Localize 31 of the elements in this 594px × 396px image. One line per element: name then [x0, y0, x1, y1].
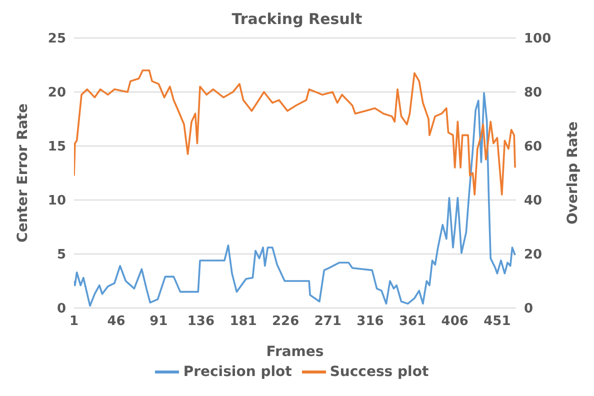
- x-tick-label: 226: [272, 314, 300, 330]
- x-tick-label: 91: [150, 314, 168, 330]
- y2-tick-label: 80: [524, 86, 542, 101]
- chart-title: Tracking Result: [230, 9, 364, 30]
- y-tick-label: 10: [48, 194, 66, 209]
- y2-tick-label: 60: [524, 140, 542, 155]
- x-tick-label: 136: [187, 314, 215, 330]
- line-series: [74, 70, 516, 196]
- x-tick-label: 406: [441, 314, 468, 330]
- y2-axis-title: Overlap Rate: [564, 122, 581, 224]
- y-tick-label: 20: [48, 86, 66, 101]
- x-axis-title: Frames: [266, 344, 324, 360]
- x-tick-label: 316: [356, 314, 384, 330]
- y2-tick-label: 100: [524, 32, 552, 47]
- y-tick-label: 5: [56, 248, 66, 263]
- y-axis-title: Center Error Rate: [14, 104, 31, 242]
- y-tick-label: 0: [56, 302, 66, 317]
- x-tick-label: 181: [230, 314, 257, 330]
- y2-tick-label: 20: [524, 248, 542, 263]
- y-tick-label: 15: [48, 140, 66, 155]
- y2-tick-label: 0: [524, 302, 534, 317]
- x-tick-label: 361: [398, 314, 426, 330]
- x-tick-label: 271: [314, 314, 342, 330]
- y-tick-label: 25: [48, 32, 66, 47]
- x-tick-label: 451: [484, 314, 511, 330]
- legend-label: Precision plot: [183, 364, 292, 380]
- y2-tick-label: 40: [524, 194, 542, 209]
- line-series: [74, 92, 516, 307]
- x-tick-label: 1: [69, 314, 79, 330]
- legend-label: Success plot: [330, 364, 429, 380]
- x-tick-label: 46: [107, 314, 126, 330]
